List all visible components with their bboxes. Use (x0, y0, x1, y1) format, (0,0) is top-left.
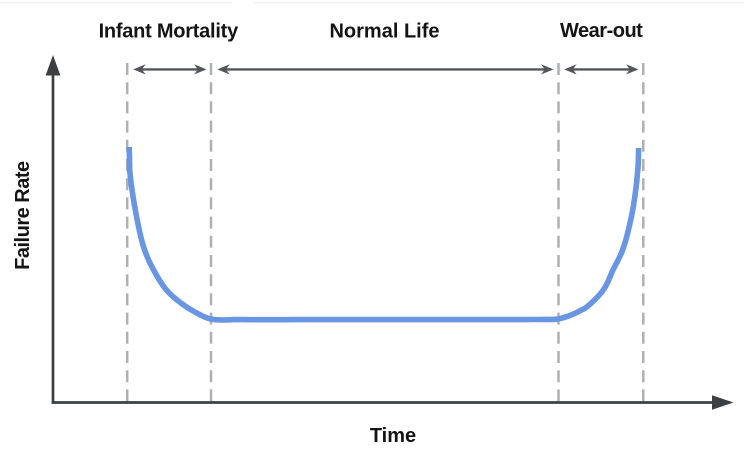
svg-text:Wear-out: Wear-out (560, 20, 643, 42)
svg-text:Time: Time (370, 425, 416, 447)
svg-text:Normal Life: Normal Life (329, 21, 439, 43)
svg-text:Infant Mortality: Infant Mortality (99, 21, 239, 43)
svg-text:Failure Rate: Failure Rate (12, 161, 34, 270)
